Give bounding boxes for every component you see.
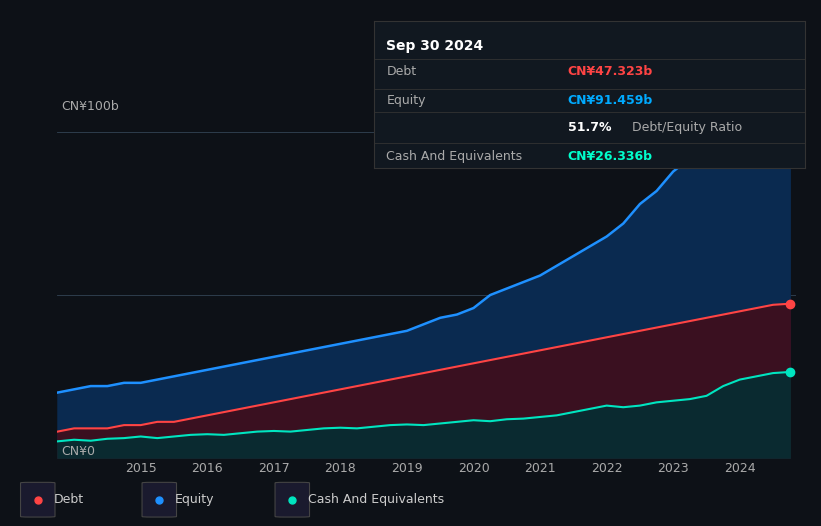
Text: Debt: Debt: [53, 493, 84, 506]
Text: Sep 30 2024: Sep 30 2024: [387, 39, 484, 53]
Text: CN¥47.323b: CN¥47.323b: [567, 65, 653, 78]
FancyBboxPatch shape: [275, 482, 310, 517]
Text: Cash And Equivalents: Cash And Equivalents: [387, 150, 523, 163]
Text: Cash And Equivalents: Cash And Equivalents: [308, 493, 444, 506]
Text: CN¥26.336b: CN¥26.336b: [567, 150, 653, 163]
FancyBboxPatch shape: [142, 482, 177, 517]
FancyBboxPatch shape: [21, 482, 55, 517]
Text: Equity: Equity: [175, 493, 214, 506]
Text: Equity: Equity: [387, 94, 426, 107]
Text: Debt: Debt: [387, 65, 416, 78]
Text: CN¥100b: CN¥100b: [62, 100, 119, 113]
Text: CN¥91.459b: CN¥91.459b: [567, 94, 653, 107]
Text: Debt/Equity Ratio: Debt/Equity Ratio: [628, 120, 742, 134]
Text: 51.7%: 51.7%: [567, 120, 611, 134]
Text: CN¥0: CN¥0: [62, 444, 95, 458]
